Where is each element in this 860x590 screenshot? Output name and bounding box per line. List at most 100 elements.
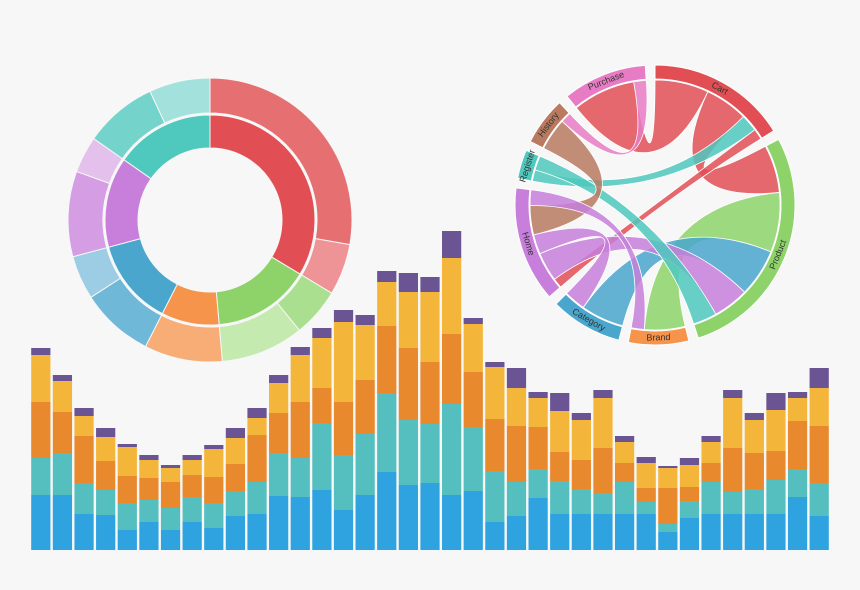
bar-segment bbox=[247, 418, 267, 435]
bar-segment bbox=[96, 515, 116, 550]
bar-segment bbox=[420, 277, 440, 292]
bar-segment bbox=[398, 292, 418, 348]
bar-segment bbox=[744, 489, 764, 514]
sunburst-segment bbox=[67, 170, 111, 258]
bar-segment bbox=[550, 393, 570, 411]
bar-segment bbox=[571, 489, 591, 514]
bar-segment bbox=[658, 466, 678, 468]
bar-segment bbox=[463, 427, 483, 491]
bar-segment bbox=[31, 348, 51, 355]
bar-segment bbox=[550, 411, 570, 452]
bar-segment bbox=[679, 465, 700, 487]
bar-segment bbox=[398, 273, 418, 292]
bar-segment bbox=[744, 453, 764, 489]
bar-segment bbox=[420, 362, 440, 424]
bar-segment bbox=[506, 516, 527, 550]
bar-segment bbox=[679, 487, 700, 501]
bar-segment bbox=[312, 328, 332, 338]
bar-segment bbox=[290, 347, 310, 355]
bar-segment bbox=[290, 458, 310, 497]
bar-segment bbox=[204, 528, 224, 550]
bar-segment bbox=[571, 420, 591, 460]
bar-segment bbox=[312, 423, 332, 490]
bar-segment bbox=[269, 383, 289, 413]
bar-segment bbox=[766, 410, 786, 451]
bar-segment bbox=[528, 427, 548, 469]
bar-segment bbox=[636, 488, 656, 502]
bar-segment bbox=[723, 448, 743, 492]
bar-segment bbox=[204, 477, 224, 503]
bar-segment bbox=[744, 514, 764, 550]
bar-segment bbox=[463, 372, 483, 427]
bar-segment bbox=[463, 318, 483, 324]
bar-segment bbox=[809, 368, 829, 388]
bar-segment bbox=[96, 461, 116, 490]
bar-segment bbox=[377, 271, 397, 282]
bar-segment bbox=[333, 402, 354, 455]
bar-segment bbox=[225, 428, 246, 438]
bar-segment bbox=[528, 398, 548, 427]
bar-segment bbox=[723, 492, 743, 514]
bar-segment bbox=[506, 368, 527, 388]
bar-segment bbox=[377, 472, 397, 550]
bar-segment bbox=[679, 501, 700, 518]
bar-segment bbox=[139, 455, 159, 460]
bar-segment bbox=[420, 483, 440, 550]
bar-segment bbox=[463, 324, 483, 372]
bar-segment bbox=[701, 463, 721, 482]
bar-segment bbox=[593, 398, 613, 448]
bar-segment bbox=[355, 495, 375, 550]
bar-segment bbox=[269, 496, 289, 550]
bar-segment bbox=[312, 338, 332, 388]
bar-segment bbox=[290, 497, 310, 550]
bar-segment bbox=[312, 388, 332, 423]
bar-segment bbox=[701, 442, 721, 463]
bar-segment bbox=[614, 442, 635, 463]
bar-segment bbox=[593, 390, 613, 398]
bar-segment bbox=[809, 483, 829, 516]
bar-segment bbox=[528, 498, 548, 550]
bar-segment bbox=[723, 398, 743, 448]
bar-segment bbox=[377, 326, 397, 393]
bar-segment bbox=[398, 348, 418, 420]
bar-segment bbox=[204, 503, 224, 528]
sunburst-segment bbox=[123, 114, 211, 180]
bar-segment bbox=[182, 455, 202, 460]
chord-ribbon bbox=[534, 155, 717, 325]
bar-segment bbox=[614, 514, 635, 550]
bar-segment bbox=[290, 355, 310, 402]
bar-segment bbox=[420, 424, 440, 483]
bar-segment bbox=[225, 464, 246, 491]
bar-segment bbox=[52, 453, 73, 495]
bar-segment bbox=[31, 458, 51, 495]
bar-segment bbox=[139, 478, 159, 500]
bar-segment bbox=[442, 495, 462, 550]
bar-segment bbox=[74, 436, 94, 483]
bar-segment bbox=[247, 408, 267, 418]
bar-segment bbox=[550, 452, 570, 481]
bar-segment bbox=[506, 482, 527, 516]
bar-segment bbox=[269, 375, 289, 383]
bar-segment bbox=[463, 491, 483, 550]
bar-segment bbox=[550, 514, 570, 550]
bar-segment bbox=[485, 522, 505, 550]
bar-segment bbox=[679, 458, 700, 465]
bar-segment bbox=[31, 402, 51, 458]
bar-segment bbox=[528, 469, 548, 498]
bar-segment bbox=[182, 460, 202, 475]
bar-segment bbox=[377, 282, 397, 326]
bar-segment bbox=[52, 381, 73, 412]
bar-segment bbox=[355, 434, 375, 495]
bar-segment bbox=[160, 482, 181, 508]
bar-segment bbox=[117, 530, 137, 550]
bar-segment bbox=[701, 514, 721, 550]
bar-segment bbox=[269, 453, 289, 496]
bar-segment bbox=[614, 436, 635, 442]
bar-segment bbox=[658, 468, 678, 488]
bar-segment bbox=[225, 491, 246, 516]
bar-segment bbox=[269, 413, 289, 453]
bar-segment bbox=[31, 355, 51, 402]
bar-segment bbox=[96, 490, 116, 515]
bar-segment bbox=[355, 315, 375, 325]
